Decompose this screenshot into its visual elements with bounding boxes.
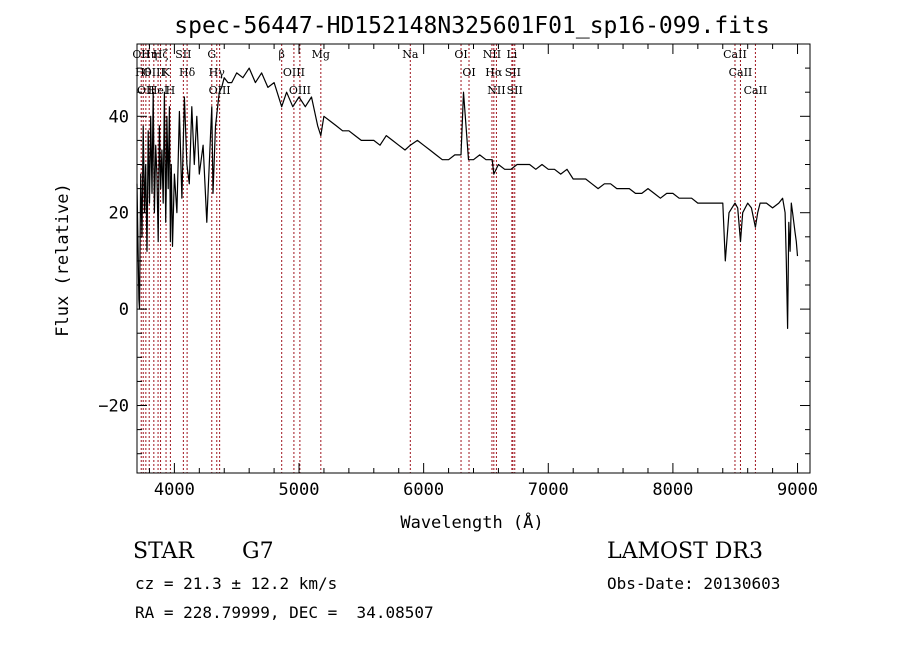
y-tick-label: 0 [119, 300, 129, 320]
spectral-line-label: OI [454, 48, 467, 61]
spectral-line-label: Hθ [135, 66, 152, 79]
spectral-line-label: CaII [729, 66, 753, 79]
spectral-lines-layer [140, 44, 756, 473]
x-tick-label: 6000 [403, 480, 444, 500]
survey-name: LAMOST DR3 [607, 539, 763, 564]
spectral-line-label: Mg [312, 48, 330, 61]
object-type: STAR [133, 539, 194, 564]
x-tick-label: 8000 [652, 480, 693, 500]
spectral-line-label: CaII [744, 84, 768, 97]
y-tick-label: 40 [109, 107, 129, 127]
spectral-line-label: SII [507, 84, 523, 97]
chart-title: spec-56447-HD152148N325601F01_sp16-099.f… [174, 13, 769, 39]
y-tick-label: −20 [98, 397, 129, 417]
spectral-line-label: β [279, 48, 285, 61]
object-subclass: G7 [242, 539, 274, 564]
spectral-line-label: NII [483, 48, 501, 61]
x-tick-label: 7000 [528, 480, 569, 500]
x-tick-label: 4000 [154, 480, 195, 500]
y-axis-ticks: −20 0 20 40 [98, 67, 810, 455]
spectral-line-label: OIII [143, 66, 165, 79]
spectral-line-label: Hζ [153, 48, 169, 61]
spectral-line-label: Hδ [179, 66, 196, 79]
spectral-line-label: OIII [283, 66, 305, 79]
spectral-line-label: NII [487, 84, 505, 97]
y-tick-label: 20 [109, 204, 129, 224]
spectral-line-label: SII [505, 66, 521, 79]
x-axis-ticks: 4000 5000 6000 7000 8000 9000 [148, 44, 818, 500]
spectral-line-labels: OIIHθOIIHηOIIIHeIHζKHSIIHδGHγOIIIβOIIIOI… [132, 48, 767, 97]
y-axis-label: Flux (relative) [53, 183, 73, 337]
plot-frame [136, 43, 811, 474]
spectral-line-label: SII [175, 48, 191, 61]
ra-dec: RA = 228.79999, DEC = 34.08507 [135, 603, 434, 622]
spectral-line-label: Na [402, 48, 419, 61]
spectral-line-label: CaII [723, 48, 747, 61]
spectral-line-label: Li [506, 48, 517, 61]
spectral-line-label: OII [137, 84, 155, 97]
redshift-cz: cz = 21.3 ± 12.2 km/s [135, 574, 338, 593]
spectral-line-label: Hη [141, 48, 157, 61]
x-tick-label: 9000 [777, 480, 818, 500]
x-axis-label: Wavelength (Å) [400, 511, 543, 533]
x-tick-label: 5000 [279, 480, 320, 500]
spectrum-series-line [136, 67, 799, 329]
obs-date: Obs-Date: 20130603 [607, 574, 781, 593]
spectral-line-label: G [207, 48, 216, 61]
spectral-line-label: K [162, 66, 171, 79]
spectral-line-label: H [166, 84, 176, 97]
spectral-line-label: Hα [485, 66, 503, 79]
spectral-line-label: Hγ [209, 66, 226, 79]
spectral-line-label: OI [462, 66, 475, 79]
spectral-line-label: OIII [289, 84, 311, 97]
